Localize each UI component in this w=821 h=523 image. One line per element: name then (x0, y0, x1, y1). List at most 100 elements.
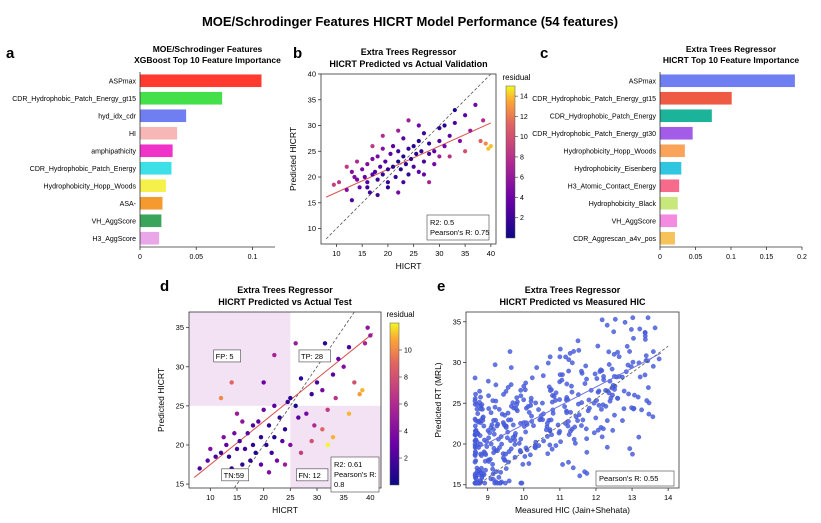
data-point (493, 382, 499, 388)
data-point (579, 423, 584, 428)
data-point (481, 423, 487, 429)
y-axis-label: Predicted HICRT (288, 127, 298, 191)
data-point (414, 151, 419, 156)
data-point (526, 410, 532, 415)
identity-line (480, 345, 669, 484)
data-point (365, 185, 370, 190)
data-point (603, 403, 609, 409)
data-point (218, 395, 224, 401)
fn-count-label: FN: 12 (298, 471, 321, 480)
data-point (557, 397, 562, 402)
data-point (380, 146, 385, 151)
data-point (518, 393, 524, 399)
data-point (320, 388, 325, 393)
data-point (606, 362, 612, 367)
x-tick-label: 30 (435, 249, 443, 258)
data-point (482, 450, 488, 456)
data-point (611, 329, 617, 335)
data-point (253, 450, 258, 455)
data-point (624, 344, 630, 349)
data-point (537, 417, 543, 423)
y-tick-label: 30 (308, 121, 316, 130)
data-point (468, 128, 473, 133)
bar (140, 179, 166, 193)
data-point (264, 442, 269, 448)
category-label: CDR_Hydrophobic_Patch_Energy_gt15 (532, 96, 656, 103)
category-label: VH_AggScore (92, 218, 136, 225)
data-point (503, 389, 509, 394)
data-point (545, 451, 551, 457)
data-point (330, 434, 336, 440)
data-point (609, 385, 615, 391)
data-point (479, 470, 485, 476)
bar (140, 144, 173, 158)
data-point (352, 174, 357, 180)
colorbar-tick-label: 10 (520, 134, 528, 141)
data-point (473, 476, 479, 482)
data-point (380, 133, 385, 138)
panel-letter-d: d (160, 278, 169, 295)
data-point (501, 422, 507, 427)
data-point (526, 461, 532, 466)
stats-text: Pearson's R: 0.55 (599, 474, 658, 483)
tp-count-label: TP: 28 (301, 352, 323, 361)
data-point (411, 164, 416, 169)
data-point (579, 368, 584, 374)
data-point (320, 427, 325, 432)
data-point (401, 136, 406, 141)
data-point (331, 182, 336, 187)
data-point (652, 325, 658, 331)
data-point (483, 467, 488, 473)
data-point (576, 348, 582, 353)
data-point (575, 338, 581, 344)
data-point (587, 405, 592, 411)
data-point (583, 426, 589, 432)
data-point (576, 412, 582, 418)
data-point (457, 138, 463, 144)
colorbar-tick-label: 8 (404, 375, 408, 382)
data-point (483, 141, 488, 146)
data-point (229, 380, 234, 385)
data-point (595, 343, 601, 349)
bar (660, 144, 685, 158)
category-label: H3_AggScore (92, 236, 136, 243)
data-point (510, 422, 516, 428)
x-tick-label: 15 (358, 249, 366, 258)
data-point (547, 388, 553, 393)
bar (660, 161, 682, 175)
data-point (314, 380, 320, 385)
data-point (496, 475, 502, 480)
panel-letter-a: a (6, 45, 15, 62)
chart-title-line: XGBoost Top 10 Feature Importance (134, 55, 281, 65)
data-point (293, 403, 298, 409)
data-point (610, 428, 616, 433)
panel-e-scatter: Extra Trees Regressor HICRT Predicted vs … (433, 285, 680, 515)
data-point (503, 451, 509, 457)
data-point (562, 404, 567, 409)
data-point (396, 159, 401, 164)
data-point (616, 354, 622, 360)
colorbar-tick-label: 6 (404, 402, 408, 409)
data-point (544, 420, 550, 426)
category-label: H3_Atomic_Contact_Energy (568, 183, 657, 190)
data-point (642, 330, 648, 336)
data-point (486, 146, 491, 151)
x-tick-label: 40 (366, 493, 374, 502)
data-point (221, 434, 226, 440)
x-tick-label: 13 (628, 493, 636, 502)
data-point (545, 360, 551, 366)
data-point (598, 367, 604, 373)
data-point (325, 407, 330, 412)
data-point (557, 428, 563, 434)
data-point (507, 349, 513, 354)
chart-title-line: HICRT Predicted vs Actual Test (218, 297, 352, 307)
data-point (368, 333, 373, 338)
bar (660, 109, 712, 123)
colorbar-tick-label: 4 (404, 429, 408, 436)
stats-box (595, 470, 675, 487)
data-point (309, 391, 314, 397)
data-point (406, 146, 411, 151)
x-tick-label: 11 (556, 493, 564, 502)
